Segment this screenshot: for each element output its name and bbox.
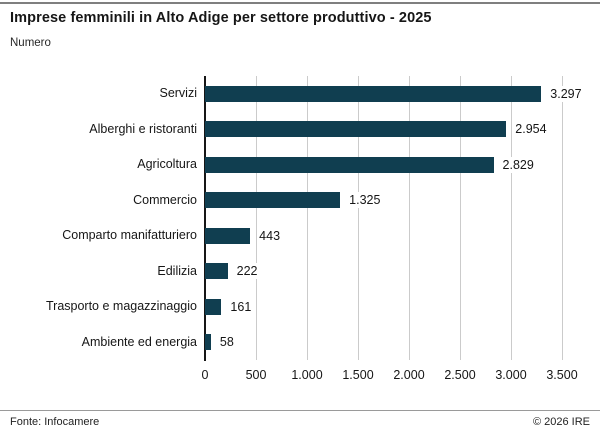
gridline (358, 76, 359, 360)
value-label: 2.829 (500, 156, 536, 173)
category-label: Agricoltura (137, 157, 197, 171)
chart-title: Imprese femminili in Alto Adige per sett… (10, 10, 432, 26)
category-label: Edilizia (157, 263, 197, 278)
x-tick-label: 3.000 (495, 368, 527, 382)
bar (205, 85, 542, 102)
bar-chart: Servizi Alberghi e ristoranti Agricoltura C… (0, 76, 600, 361)
category-label: Trasporto e magazzinaggio (45, 299, 197, 313)
category-label: Comparto manifatturiero (62, 228, 197, 242)
category-labels-column: Servizi Alberghi e ristoranti Agricoltura C… (0, 76, 197, 360)
category-label: Alberghi e ristoranti (89, 121, 197, 136)
bar (205, 227, 251, 244)
gridline (511, 76, 512, 360)
source-note: Fonte: Infocamere (10, 416, 100, 428)
value-label: 443 (257, 227, 283, 244)
y-axis-line (204, 76, 206, 361)
bar (205, 192, 341, 209)
footer-divider (0, 410, 600, 411)
bar (205, 263, 228, 280)
bar (205, 298, 222, 315)
chart-subtitle: Numero (10, 37, 51, 49)
x-axis-tick-labels: 0 500 1.000 1.500 2.000 2.500 3.000 3.500 (201, 368, 585, 384)
x-tick-label: 0 (201, 368, 209, 382)
value-label: 58 (217, 334, 236, 351)
top-border (0, 2, 600, 4)
value-label: 161 (228, 298, 254, 315)
x-tick-label: 2.500 (444, 368, 476, 382)
x-tick-label: 1.500 (342, 368, 374, 382)
plot-area: 3.297 2.954 2.829 1.325 443 222 161 58 (204, 76, 584, 361)
value-label: 2.954 (513, 121, 549, 138)
x-tick-label: 2.000 (393, 368, 425, 382)
value-label: 3.297 (548, 85, 584, 102)
category-label: Servizi (159, 86, 197, 100)
value-label: 222 (234, 263, 260, 280)
bar (205, 156, 494, 173)
bar (205, 121, 507, 138)
copyright-note: © 2026 IRE (532, 416, 590, 428)
value-label: 1.325 (347, 192, 383, 209)
gridline (409, 76, 410, 360)
gridline (460, 76, 461, 360)
footer: Fonte: Infocamere © 2026 IRE (10, 416, 590, 428)
x-tick-label: 3.500 (546, 368, 578, 382)
x-tick-label: 500 (245, 368, 267, 382)
gridline (562, 76, 563, 360)
gridline (256, 76, 257, 360)
gridline (307, 76, 308, 360)
bar (205, 334, 211, 351)
category-label: Ambiente ed energia (81, 334, 197, 349)
x-tick-label: 1.000 (291, 368, 323, 382)
category-label: Commercio (133, 192, 197, 207)
